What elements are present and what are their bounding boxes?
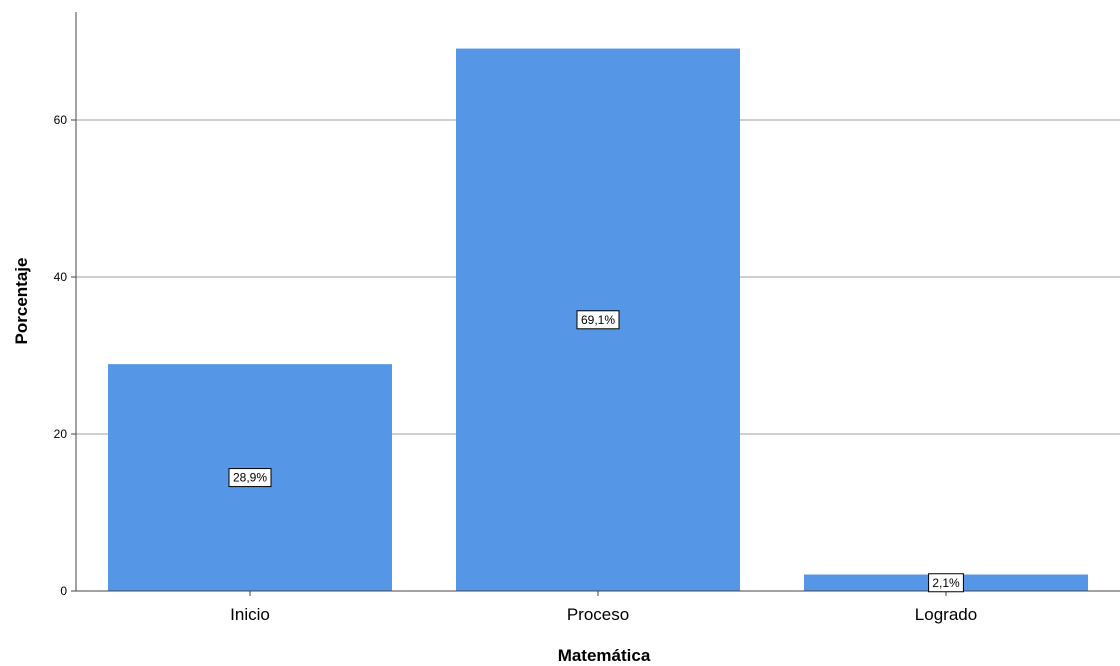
- data-label-text: 2,1%: [932, 576, 960, 590]
- x-tick-label: Proceso: [567, 605, 629, 624]
- x-axis-label: Matemática: [558, 646, 651, 665]
- data-label-box: [928, 573, 964, 593]
- y-tick-label: 60: [54, 113, 68, 127]
- x-tick-label: Inicio: [230, 605, 270, 624]
- y-tick-labels: 0 20 40 60: [54, 113, 76, 598]
- data-label: 69,1%: [576, 310, 620, 330]
- x-tick-labels: Inicio Proceso Logrado: [230, 591, 977, 624]
- y-tick-label: 40: [54, 270, 68, 284]
- y-tick-label: 20: [54, 427, 68, 441]
- x-tick-label: Logrado: [915, 605, 977, 624]
- data-label-text: 28,9%: [233, 471, 267, 485]
- data-label: 28,9%: [228, 468, 272, 488]
- y-tick-label: 0: [60, 584, 67, 598]
- y-axis-label: Porcentaje: [12, 258, 31, 345]
- data-label-box: [228, 468, 272, 488]
- data-label-text: 69,1%: [581, 313, 615, 327]
- data-label: 2,1%: [928, 573, 964, 593]
- data-labels: 28,9% 69,1% 2,1%: [228, 310, 964, 593]
- data-label-box: [576, 310, 620, 330]
